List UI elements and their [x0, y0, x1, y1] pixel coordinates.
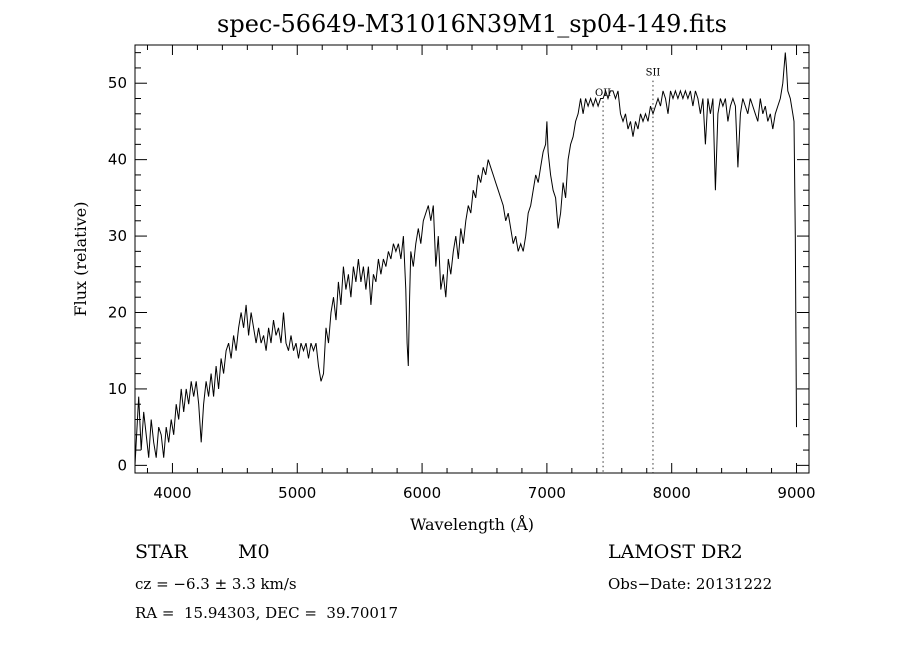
- line-annotations: OII SII: [595, 68, 660, 473]
- redshift-velocity: cz = −6.3 ± 3.3 km/s: [135, 575, 297, 593]
- x-tick-label: 7000: [528, 484, 566, 502]
- object-type: STAR: [135, 541, 188, 563]
- y-axis-label: Flux (relative): [71, 202, 90, 317]
- y-tick-label: 40: [108, 151, 127, 169]
- y-tick-label: 0: [117, 456, 127, 474]
- survey-name: LAMOST DR2: [608, 541, 743, 563]
- y-axis: 0 10 20 30 40 50: [108, 52, 809, 474]
- y-tick-label: 10: [108, 380, 127, 398]
- x-tick-label: 5000: [278, 484, 316, 502]
- annotation-label: OII: [595, 88, 611, 99]
- spectral-subclass: M0: [238, 541, 270, 563]
- x-tick-label: 9000: [777, 484, 815, 502]
- spectrum-line: [134, 52, 797, 466]
- x-axis: 4000 5000 6000 7000 8000 9000: [146, 45, 816, 502]
- x-tick-label: 8000: [653, 484, 691, 502]
- chart-title: spec-56649-M31016N39M1_sp04-149.fits: [217, 10, 727, 38]
- observation-date: Obs−Date: 20131222: [608, 575, 773, 593]
- plot-frame: [134, 44, 810, 474]
- annotation-label: SII: [646, 68, 661, 79]
- x-tick-label: 4000: [153, 484, 191, 502]
- coordinates: RA = 15.94303, DEC = 39.70017: [135, 604, 399, 622]
- y-tick-label: 50: [108, 74, 127, 92]
- x-axis-label: Wavelength (Å): [410, 514, 534, 534]
- y-tick-label: 30: [108, 227, 127, 245]
- x-tick-label: 6000: [403, 484, 441, 502]
- y-tick-label: 20: [108, 304, 127, 322]
